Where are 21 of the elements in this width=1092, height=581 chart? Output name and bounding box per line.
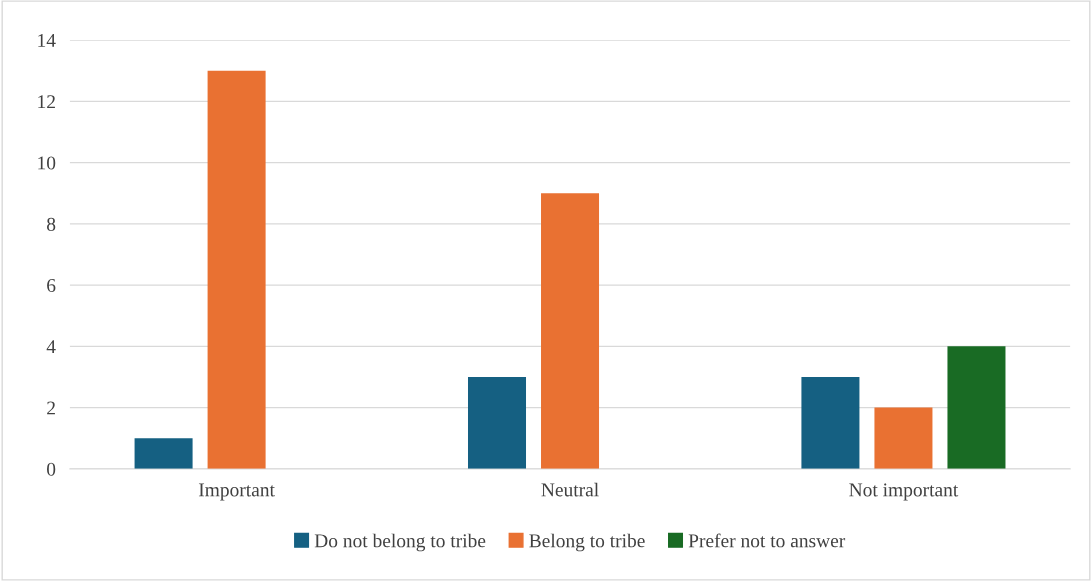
legend-label: Prefer not to answer <box>688 533 846 548</box>
y-tick-label: 10 <box>38 156 56 170</box>
bar <box>947 346 1006 469</box>
bar <box>207 70 266 469</box>
legend-label: Do not belong to tribe <box>314 533 486 552</box>
x-tick-label: Important <box>198 483 275 501</box>
bar <box>134 438 193 469</box>
y-tick-label: 0 <box>47 462 56 476</box>
bar <box>801 376 860 469</box>
bar <box>541 193 600 469</box>
x-tick-label: Not important <box>849 483 959 501</box>
x-tick-label: Neutral <box>541 482 599 497</box>
bar <box>874 407 933 469</box>
bar <box>468 376 527 469</box>
y-tick-label: 6 <box>47 278 56 293</box>
y-tick-label: 12 <box>38 95 55 109</box>
y-tick-label: 14 <box>38 34 56 47</box>
legend-label: Belong to tribe <box>529 533 645 552</box>
y-tick-label: 8 <box>47 217 56 231</box>
y-tick-label: 2 <box>47 401 55 415</box>
y-tick-label: 4 <box>46 340 56 354</box>
